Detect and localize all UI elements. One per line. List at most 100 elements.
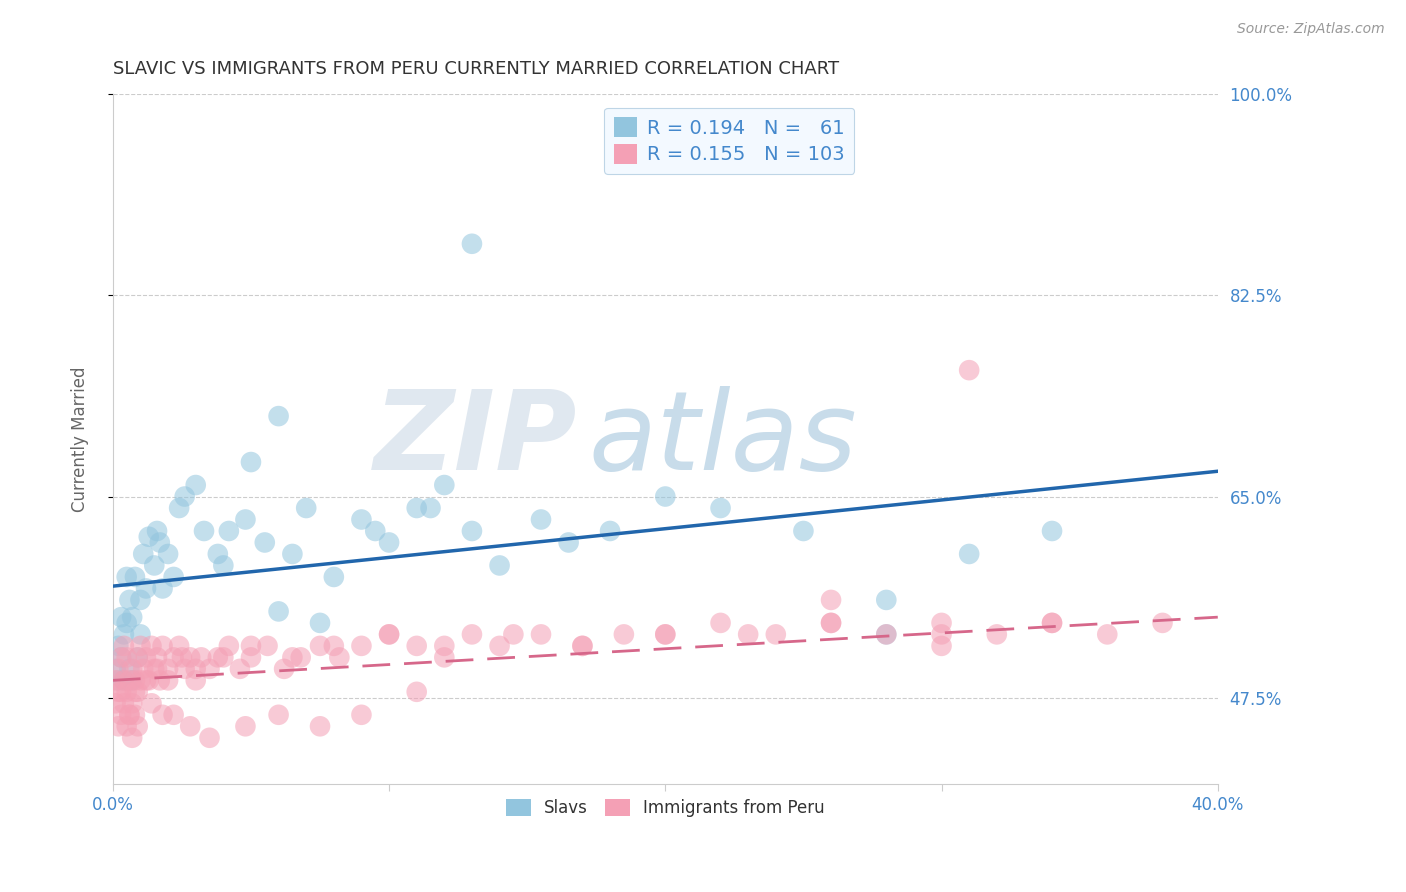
Point [135,582,157,596]
Point [124,707,146,722]
Point [957,363,980,377]
Point [104,696,127,710]
Point [129,593,152,607]
Point [350,707,373,722]
Point [328,650,350,665]
Point [350,512,373,526]
Point [364,524,387,538]
Point [931,615,953,630]
Point [118,662,141,676]
Point [104,662,127,676]
Point [229,662,252,676]
Point [121,662,143,676]
Point [207,650,229,665]
Point [1040,524,1063,538]
Point [931,639,953,653]
Point [322,639,344,653]
Point [141,639,163,653]
Point [149,535,172,549]
Point [129,639,152,653]
Point [124,570,146,584]
Point [157,662,180,676]
Point [146,650,169,665]
Point [143,558,166,573]
Y-axis label: Currently Married: Currently Married [72,367,89,512]
Point [875,627,897,641]
Point [433,639,456,653]
Point [419,501,441,516]
Point [118,593,141,607]
Point [267,604,290,618]
Point [957,547,980,561]
Point [433,650,456,665]
Point [235,719,257,733]
Point [127,685,149,699]
Point [167,639,190,653]
Point [599,524,621,538]
Point [107,685,129,699]
Point [502,627,524,641]
Point [149,673,172,688]
Point [138,673,160,688]
Point [350,639,373,653]
Point [121,696,143,710]
Point [179,719,201,733]
Point [107,639,129,653]
Point [107,673,129,688]
Point [461,524,484,538]
Point [986,627,1008,641]
Point [239,650,262,665]
Point [267,409,290,423]
Point [281,547,304,561]
Point [184,662,207,676]
Point [256,639,278,653]
Point [378,627,401,641]
Point [162,570,184,584]
Point [118,707,141,722]
Point [613,627,636,641]
Point [162,650,184,665]
Point [167,501,190,516]
Point [235,512,257,526]
Point [309,639,332,653]
Point [107,662,129,676]
Point [557,535,579,549]
Point [461,627,484,641]
Point [173,662,195,676]
Point [737,627,759,641]
Point [115,650,138,665]
Point [253,535,276,549]
Text: ZIP: ZIP [374,385,576,492]
Point [875,627,897,641]
Point [239,455,262,469]
Point [132,547,155,561]
Point [141,696,163,710]
Point [820,615,842,630]
Point [121,610,143,624]
Point [198,662,221,676]
Point [179,650,201,665]
Point [112,639,135,653]
Point [405,639,427,653]
Point [121,731,143,745]
Point [931,627,953,641]
Point [143,662,166,676]
Point [433,478,456,492]
Point [820,615,842,630]
Point [267,707,290,722]
Point [124,673,146,688]
Point [765,627,787,641]
Point [110,650,132,665]
Point [110,707,132,722]
Point [112,627,135,641]
Point [190,650,212,665]
Point [127,650,149,665]
Point [654,490,676,504]
Point [115,719,138,733]
Point [378,627,401,641]
Point [152,639,174,653]
Point [104,673,127,688]
Point [218,524,240,538]
Point [530,627,553,641]
Point [184,478,207,492]
